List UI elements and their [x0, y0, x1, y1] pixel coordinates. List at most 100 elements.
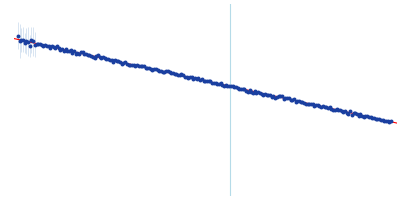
Point [173, 73, 180, 76]
Point [132, 65, 139, 68]
Point [233, 85, 239, 88]
Point [333, 108, 340, 111]
Point [366, 115, 372, 118]
Point [192, 77, 198, 80]
Point [114, 60, 120, 63]
Point [212, 81, 219, 85]
Point [282, 96, 288, 99]
Point [384, 119, 391, 123]
Point [117, 61, 123, 64]
Point [270, 94, 277, 97]
Point [163, 70, 169, 73]
Point [240, 88, 246, 91]
Point [272, 96, 278, 99]
Point [229, 85, 236, 88]
Point [149, 69, 156, 72]
Point [37, 43, 43, 46]
Point [275, 95, 282, 98]
Point [314, 103, 321, 106]
Point [18, 38, 24, 42]
Point [52, 46, 58, 50]
Point [183, 75, 190, 79]
Point [253, 91, 260, 94]
Point [286, 97, 292, 100]
Point [68, 49, 74, 52]
Point [107, 58, 113, 61]
Point [42, 43, 48, 47]
Point [188, 76, 195, 79]
Point [224, 84, 231, 87]
Point [15, 34, 21, 37]
Point [274, 95, 280, 98]
Point [185, 76, 192, 79]
Point [160, 70, 166, 73]
Point [16, 39, 23, 42]
Point [268, 95, 275, 98]
Point [148, 67, 154, 70]
Point [178, 72, 185, 75]
Point [345, 112, 352, 116]
Point [66, 50, 72, 53]
Point [182, 75, 188, 78]
Point [195, 77, 202, 80]
Point [320, 105, 326, 108]
Point [287, 99, 294, 102]
Point [130, 64, 137, 67]
Point [56, 47, 62, 50]
Point [255, 90, 261, 94]
Point [166, 71, 173, 74]
Point [25, 40, 31, 43]
Point [206, 79, 212, 82]
Point [200, 79, 207, 82]
Point [236, 87, 242, 90]
Point [378, 118, 384, 121]
Point [62, 48, 69, 51]
Point [103, 57, 110, 60]
Point [54, 45, 60, 48]
Point [246, 89, 253, 92]
Point [127, 64, 134, 67]
Point [84, 53, 91, 57]
Point [388, 120, 394, 123]
Point [69, 51, 76, 54]
Point [102, 57, 108, 60]
Point [136, 65, 142, 68]
Point [187, 76, 193, 79]
Point [139, 64, 146, 67]
Point [298, 101, 304, 104]
Point [134, 63, 140, 66]
Point [338, 109, 345, 112]
Point [175, 74, 181, 77]
Point [64, 49, 70, 52]
Point [368, 115, 374, 118]
Point [105, 58, 111, 61]
Point [91, 56, 98, 59]
Point [190, 78, 196, 81]
Point [172, 72, 178, 76]
Point [83, 52, 89, 55]
Point [199, 77, 205, 80]
Point [292, 100, 299, 103]
Point [238, 87, 244, 91]
Point [328, 107, 335, 110]
Point [59, 48, 65, 51]
Point [321, 106, 328, 109]
Point [371, 117, 377, 120]
Point [262, 93, 268, 96]
Point [243, 89, 249, 92]
Point [284, 96, 290, 100]
Point [260, 93, 266, 96]
Point [296, 99, 302, 102]
Point [168, 71, 174, 74]
Point [313, 104, 319, 107]
Point [218, 81, 224, 84]
Point [57, 48, 64, 52]
Point [110, 60, 116, 63]
Point [226, 85, 232, 88]
Point [93, 55, 100, 58]
Point [78, 51, 84, 54]
Point [95, 54, 101, 57]
Point [381, 119, 388, 122]
Point [359, 115, 365, 118]
Point [354, 113, 360, 116]
